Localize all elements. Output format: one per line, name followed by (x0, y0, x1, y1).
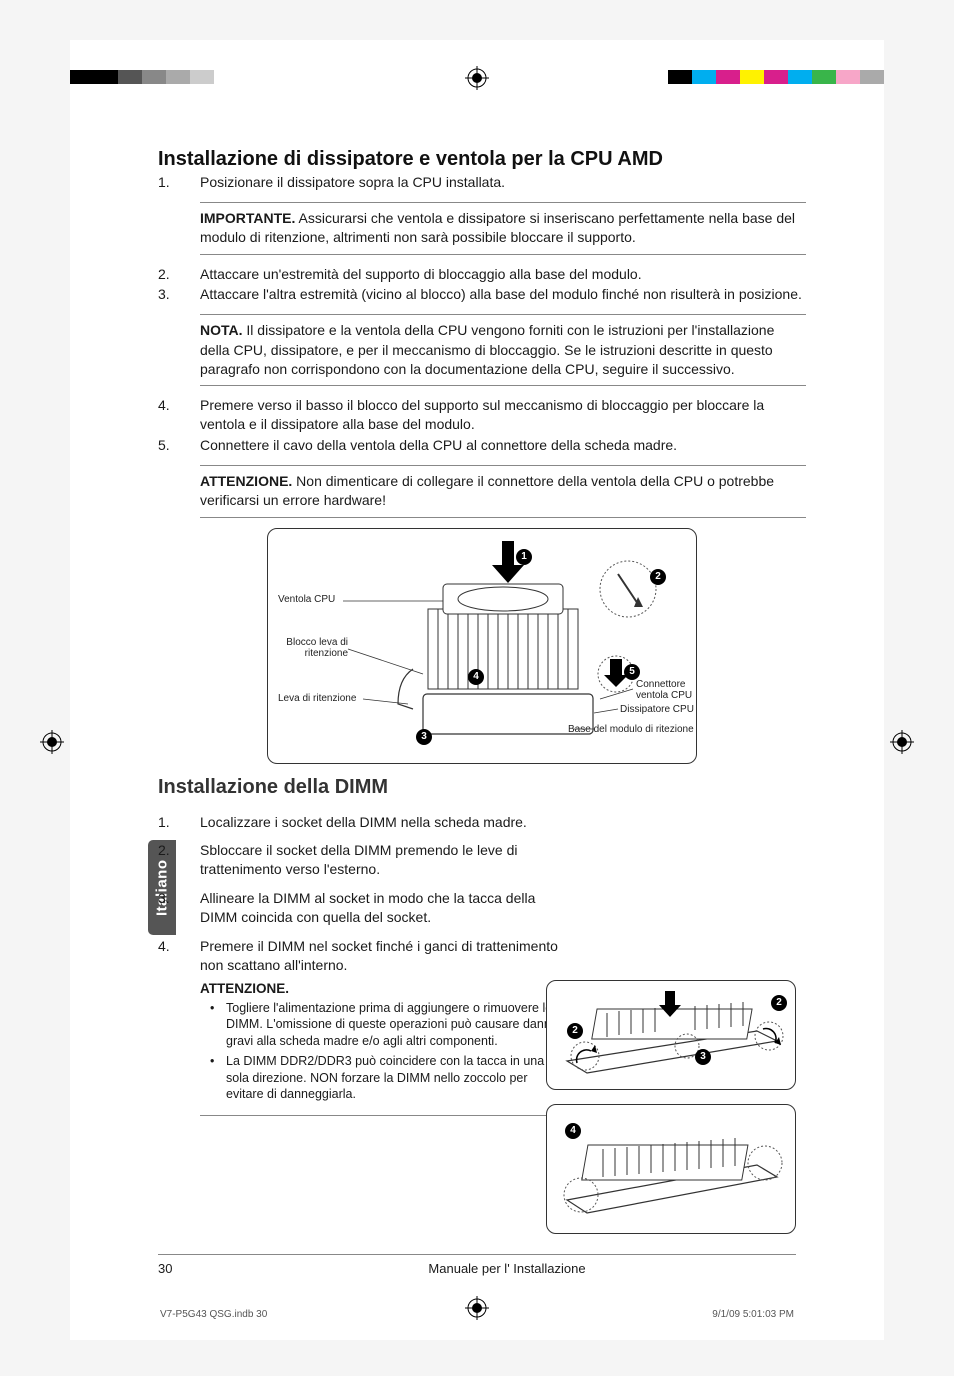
diagram-label-lock: Blocco leva di ritenzione (278, 637, 348, 659)
step-number: 4. (158, 937, 200, 975)
callout: 3 (695, 1049, 711, 1065)
section-1-steps-cont2: 4.Premere verso il basso il blocco del s… (158, 396, 806, 455)
step-text: Localizzare i socket della DIMM nella sc… (200, 813, 558, 832)
callout-4: 4 (468, 669, 484, 685)
footer-title: Manuale per l' Installazione (218, 1261, 796, 1276)
step-number: 4. (158, 396, 200, 434)
attenzione-note: ATTENZIONE. Non dimenticare di collegare… (200, 465, 806, 518)
important-note: IMPORTANTE. Assicurarsi che ventola e di… (200, 202, 806, 255)
note-lead: NOTA. (200, 322, 243, 338)
page-number: 30 (158, 1261, 218, 1276)
dimm-diagrams: 2 2 3 4 (546, 980, 796, 1248)
step-number: 1. (158, 813, 200, 832)
note-body: Il dissipatore e la ventola della CPU ve… (200, 322, 774, 377)
bullet-icon: • (200, 1053, 226, 1103)
step-number: 5. (158, 436, 200, 455)
step-text: Attaccare l'altra estremità (vicino al b… (200, 285, 806, 304)
note-lead: IMPORTANTE. (200, 210, 295, 226)
callout: 2 (771, 995, 787, 1011)
step-text: Sbloccare il socket della DIMM premendo … (200, 841, 558, 879)
step-number: 2. (158, 265, 200, 284)
section-1-steps-cont: 2.Attaccare un'estremità del supporto di… (158, 265, 806, 305)
step-text: Posizionare il dissipatore sopra la CPU … (200, 173, 806, 192)
cpu-heatsink-diagram: Ventola CPU Blocco leva di ritenzione Le… (267, 528, 697, 764)
diagram-label-connector: Connettore ventola CPU (636, 679, 696, 701)
registration-mark-left (40, 730, 64, 754)
step-number: 2. (158, 841, 200, 879)
content-area: Installazione di dissipatore e ventola p… (158, 148, 806, 1116)
diagram-label-heatsink: Dissipatore CPU (620, 704, 694, 715)
meta-file: V7-P5G43 QSG.indb 30 (160, 1309, 267, 1320)
attenzione-block: ATTENZIONE. •Togliere l'alimentazione pr… (200, 981, 560, 1116)
step-text: Allineare la DIMM al socket in modo che … (200, 889, 558, 927)
step-number: 1. (158, 173, 200, 192)
registration-mark-top (465, 66, 489, 90)
bullet-icon: • (200, 1000, 226, 1050)
step-text: Connettere il cavo della ventola della C… (200, 436, 806, 455)
step-text: Premere verso il basso il blocco del sup… (200, 396, 806, 434)
print-metadata: V7-P5G43 QSG.indb 30 9/1/09 5:01:03 PM (160, 1309, 794, 1320)
section-1-title: Installazione di dissipatore e ventola p… (158, 148, 806, 171)
page-footer: 30 Manuale per l' Installazione (158, 1254, 796, 1276)
step-number: 3. (158, 889, 200, 927)
attn-item: La DIMM DDR2/DDR3 può coincidere con la … (226, 1053, 560, 1103)
registration-mark-right (890, 730, 914, 754)
section-1-steps: 1.Posizionare il dissipatore sopra la CP… (158, 173, 806, 192)
callout: 4 (565, 1123, 581, 1139)
diagram-label-lever: Leva di ritenzione (278, 693, 356, 704)
meta-date: 9/1/09 5:01:03 PM (712, 1309, 794, 1320)
note-lead: ATTENZIONE. (200, 473, 292, 489)
page: Italiano Installazione di dissipatore e … (70, 40, 884, 1340)
callout-2: 2 (650, 569, 666, 585)
callout: 2 (567, 1023, 583, 1039)
dimm-diagram-insert: 2 2 3 (546, 980, 796, 1090)
diagram-label-base: Base del modulo di ritezione (568, 724, 694, 735)
nota-note: NOTA. Il dissipatore e la ventola della … (200, 314, 806, 386)
section-2-steps: 1.Localizzare i socket della DIMM nella … (158, 813, 558, 975)
callout-5: 5 (624, 664, 640, 680)
section-2-title: Installazione della DIMM (158, 776, 806, 799)
diagram-label-fan: Ventola CPU (278, 594, 335, 605)
dimm-diagram-lock: 4 (546, 1104, 796, 1234)
step-text: Premere il DIMM nel socket finché i ganc… (200, 937, 558, 975)
attn-item: Togliere l'alimentazione prima di aggiun… (226, 1000, 560, 1050)
callout-1: 1 (516, 549, 532, 565)
attn-lead: ATTENZIONE. (200, 981, 560, 996)
step-text: Attaccare un'estremità del supporto di b… (200, 265, 806, 284)
step-number: 3. (158, 285, 200, 304)
callout-3: 3 (416, 729, 432, 745)
